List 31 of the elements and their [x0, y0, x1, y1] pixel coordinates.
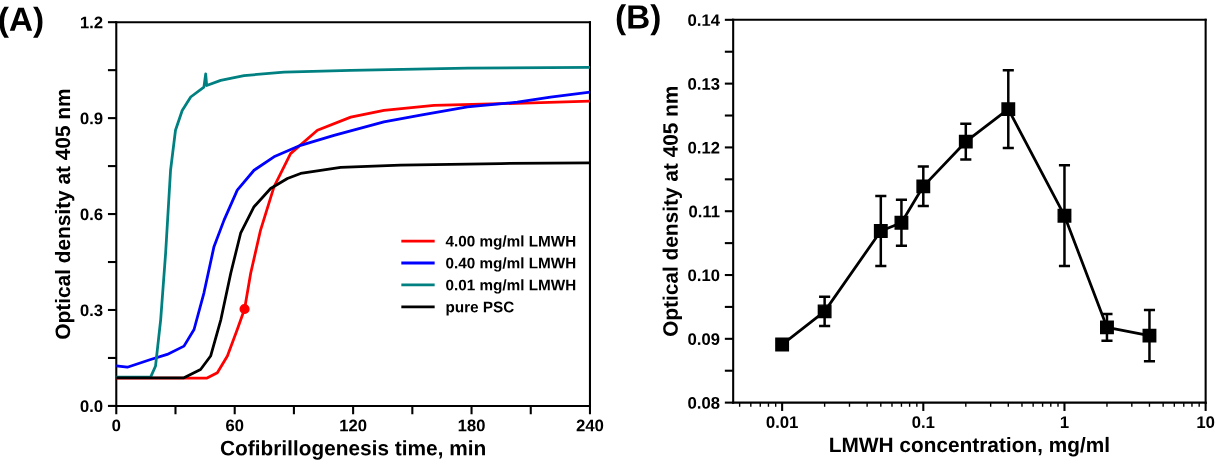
y-tick-label: 0.09: [688, 333, 720, 346]
y-tick-label: 1.2: [80, 16, 103, 29]
y-axis-title: Optical density at 405 nm: [662, 86, 682, 336]
y-tick-label: 0.6: [80, 208, 103, 221]
legend-label: 0.01 mg/ml LMWH: [446, 279, 576, 294]
legend-label: 4.00 mg/ml LMWH: [445, 235, 576, 250]
legend-label: 0.40 mg/ml LMWH: [446, 257, 576, 272]
y-axis-title: Optical density at 405 nm: [54, 89, 75, 339]
x-tick-label: 120: [340, 419, 367, 432]
y-tick-label: 0.11: [689, 205, 720, 218]
x-tick-label: 240: [576, 419, 604, 432]
x-tick-label: 0: [112, 419, 121, 432]
y-tick-label: 0.12: [688, 141, 720, 154]
x-tick-label: 0.1: [912, 416, 935, 429]
y-tick-label: 0.0: [80, 400, 103, 413]
x-tick-label: 60: [226, 419, 244, 432]
y-tick-label: 0.10: [688, 269, 720, 282]
x-axis-title: Cofibrillogenesis time, min: [220, 440, 485, 460]
x-tick-label: 1: [1060, 416, 1069, 428]
x-tick-label: 10: [1197, 416, 1215, 429]
y-tick-label: 0.13: [688, 78, 720, 90]
legend-label: pure PSC: [446, 301, 514, 316]
chart-title: (B): [616, 4, 660, 36]
y-tick-label: 0.9: [80, 112, 103, 125]
x-axis-title: LMWH concentration, mg/ml: [830, 436, 1109, 457]
chart-title: (A): [0, 6, 43, 38]
y-tick-label: 0.14: [688, 14, 720, 27]
y-tick-label: 0.3: [80, 304, 103, 317]
x-tick-label: 0.01: [766, 416, 798, 429]
y-tick-label: 0.08: [688, 397, 720, 409]
x-tick-label: 180: [458, 419, 485, 432]
